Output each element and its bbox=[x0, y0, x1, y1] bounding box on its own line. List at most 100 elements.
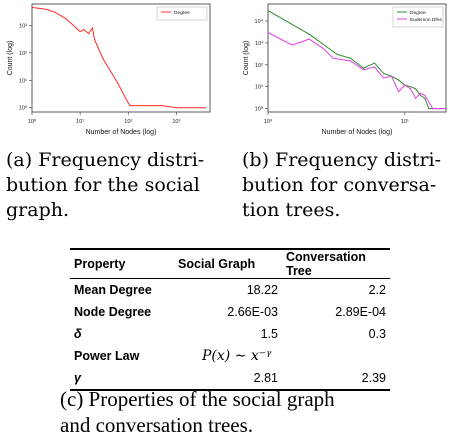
y-tick-label: 10¹ bbox=[19, 78, 27, 84]
table-row: δ 1.5 0.3 bbox=[70, 323, 390, 345]
data-point bbox=[204, 107, 206, 109]
caption-a-line-3: graph. bbox=[6, 199, 70, 221]
data-point bbox=[54, 11, 56, 13]
table-header-row: Property Social Graph Conversation Tree bbox=[70, 248, 390, 279]
plot-frame bbox=[267, 3, 447, 113]
data-point bbox=[397, 79, 400, 81]
data-point bbox=[419, 92, 422, 94]
data-point bbox=[127, 102, 129, 104]
caption-a-line-1: (a) Frequency distri- bbox=[6, 149, 205, 171]
row-social-value: 18.22 bbox=[246, 283, 278, 297]
data-point bbox=[87, 33, 90, 35]
x-tick-label: 10⁰ bbox=[28, 118, 37, 125]
data-point bbox=[424, 94, 426, 97]
x-tick-label: 10⁰ bbox=[264, 118, 273, 125]
y-axis-label: Count (log) bbox=[243, 41, 250, 76]
table-row: Power Law P(x) ∼ x⁻ᵞ bbox=[70, 345, 390, 367]
series-line bbox=[267, 32, 446, 110]
caption-b-line-1: (b) Frequency distri- bbox=[242, 149, 442, 171]
data-point bbox=[415, 88, 417, 90]
data-point bbox=[349, 57, 351, 59]
data-point bbox=[267, 9, 269, 12]
data-point bbox=[175, 107, 177, 109]
data-point bbox=[419, 94, 422, 97]
row-label: γ bbox=[70, 367, 174, 391]
legend-box bbox=[156, 6, 208, 21]
x-tick-label: 10¹ bbox=[76, 119, 84, 125]
caption-a-line-2: bution for the social bbox=[6, 174, 200, 196]
row-social-value: 2.81 bbox=[174, 367, 282, 391]
legend-entry: Eudemon Dfns bbox=[410, 17, 442, 23]
data-point bbox=[390, 75, 393, 77]
row-label: δ bbox=[74, 327, 82, 341]
row-social-value: 1.5 bbox=[260, 327, 278, 341]
data-point bbox=[336, 53, 338, 55]
row-tree-value: 0.3 bbox=[368, 327, 386, 341]
data-point bbox=[363, 67, 365, 69]
data-point bbox=[321, 47, 324, 49]
data-point bbox=[142, 104, 144, 107]
row-tree-value: 2.89E-04 bbox=[335, 305, 386, 319]
y-tick-label: 10¹ bbox=[255, 85, 263, 91]
data-point bbox=[409, 88, 412, 90]
series-line bbox=[31, 6, 206, 109]
data-point bbox=[409, 86, 412, 88]
data-point bbox=[267, 31, 269, 34]
properties-table: Property Social Graph Conversation Tree … bbox=[70, 248, 390, 391]
x-tick-label: 10¹ bbox=[401, 119, 409, 125]
x-tick-label: 10³ bbox=[172, 119, 180, 125]
plot-frame bbox=[31, 3, 211, 113]
data-point bbox=[373, 62, 376, 64]
data-point bbox=[102, 58, 104, 60]
figure-a: 10⁰ 10¹ 10² 10³ 10⁰ 10¹ 10² 10³ Number of Nodes … bbox=[4, 0, 218, 140]
data-point bbox=[363, 69, 365, 71]
data-point bbox=[349, 60, 351, 62]
y-tick-label: 10⁰ bbox=[255, 106, 264, 113]
row-tree-value: 2.39 bbox=[282, 367, 390, 391]
header-conversation-tree: Conversation Tree bbox=[282, 248, 390, 279]
caption-c: (c) Properties of the social graph and c… bbox=[60, 386, 440, 438]
data-point bbox=[94, 39, 96, 41]
header-property: Property bbox=[70, 248, 174, 279]
y-tick-label: 10² bbox=[255, 63, 263, 69]
data-point bbox=[404, 84, 406, 86]
formula-text: P(x) ∼ x⁻ᵞ bbox=[202, 348, 272, 364]
x-axis-label: Number of Nodes (log) bbox=[322, 129, 393, 136]
data-point bbox=[383, 77, 385, 79]
data-point bbox=[129, 104, 131, 107]
row-label: Node Degree bbox=[74, 305, 152, 319]
caption-b: (b) Frequency distri- bution for convers… bbox=[242, 148, 456, 223]
figure-b: 10⁰ 10¹ 10⁰ 10¹ 10² 10³ 10⁴ Number of Nodes (lo… bbox=[232, 0, 454, 140]
data-point bbox=[332, 57, 334, 59]
x-tick-label: 10² bbox=[124, 119, 132, 125]
legend-box bbox=[392, 6, 444, 28]
legend-entry: Degree bbox=[174, 10, 190, 16]
data-point bbox=[373, 66, 376, 68]
row-tree-value: 2.2 bbox=[368, 283, 386, 297]
data-point bbox=[332, 51, 334, 53]
y-tick-label: 10⁰ bbox=[19, 105, 28, 112]
data-point bbox=[83, 29, 85, 31]
caption-c-line-2: and conversation trees. bbox=[60, 413, 254, 437]
caption-b-line-3: tion trees. bbox=[242, 199, 341, 221]
data-point bbox=[445, 108, 447, 110]
y-tick-label: 10⁴ bbox=[255, 18, 264, 25]
legend: Degree bbox=[156, 6, 208, 21]
y-axis-label: Count (log) bbox=[7, 41, 14, 76]
data-point bbox=[161, 104, 163, 107]
data-point bbox=[79, 30, 81, 33]
data-point bbox=[428, 108, 430, 110]
data-point bbox=[428, 101, 430, 103]
row-label: Power Law bbox=[74, 349, 140, 363]
data-point bbox=[116, 82, 119, 84]
legend-entry: Degree bbox=[410, 10, 426, 16]
data-point bbox=[432, 108, 434, 110]
header-social-graph: Social Graph bbox=[174, 248, 282, 279]
data-point bbox=[308, 33, 310, 35]
table-row: Node Degree 2.66E-03 2.89E-04 bbox=[70, 301, 390, 323]
y-tick-label: 10³ bbox=[255, 41, 263, 47]
power-law-formula: P(x) ∼ x⁻ᵞ bbox=[174, 345, 390, 367]
data-point bbox=[45, 8, 48, 11]
data-point bbox=[308, 38, 310, 40]
